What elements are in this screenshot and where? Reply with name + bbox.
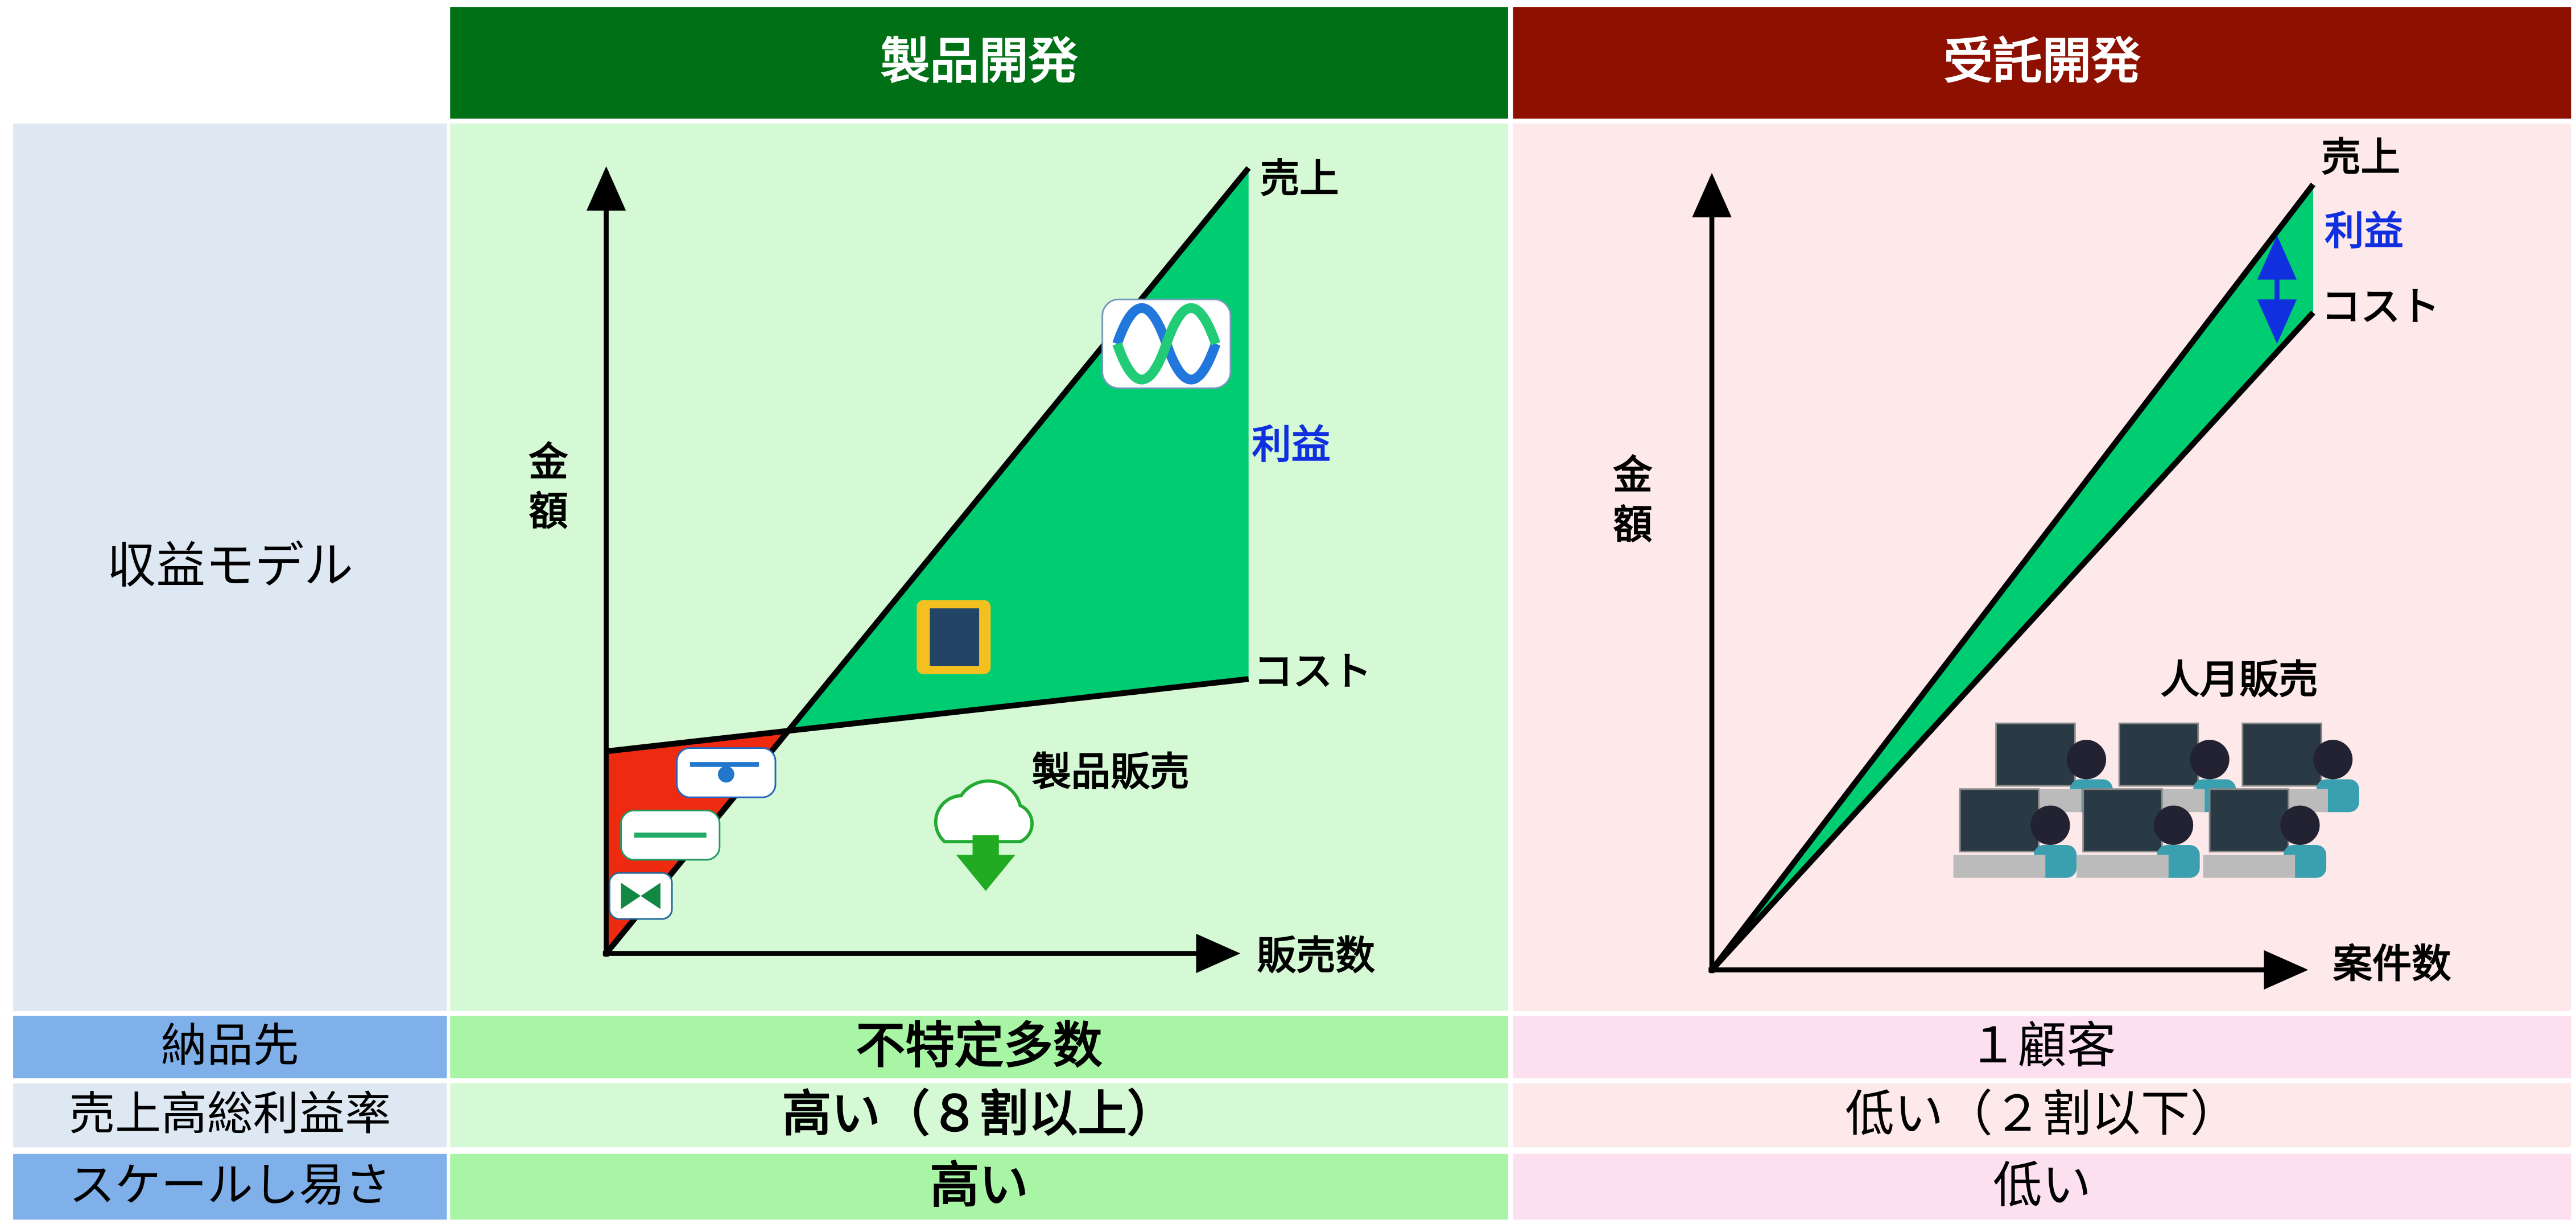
column-header: 受託開発: [1943, 33, 2141, 90]
monitor: [1995, 722, 2076, 787]
profit-label: 利益: [2325, 209, 2404, 254]
monitor: [2082, 788, 2163, 852]
profit-label: 利益: [1252, 422, 1331, 468]
desk: [1953, 855, 2046, 878]
y-axis-label: 金額: [1606, 454, 1653, 553]
cell-text: 高い（８割以上）: [782, 1086, 1176, 1143]
cell-text: 不特定多数: [856, 1017, 1103, 1074]
header-cell: [450, 7, 1508, 119]
head: [2280, 805, 2320, 845]
table-cell: [450, 1153, 1508, 1220]
cell-text: 低い: [1993, 1157, 2091, 1214]
table-cell: [1513, 1083, 2571, 1148]
note: 製品販売: [1032, 749, 1190, 795]
cell-text: １顧客: [1968, 1017, 2116, 1074]
monitor: [2118, 722, 2199, 787]
note: 人月販売: [2160, 657, 2318, 703]
monitor: [1959, 788, 2040, 852]
table-cell: [13, 1153, 447, 1220]
head: [2313, 740, 2353, 780]
header-cell: [1513, 7, 2571, 119]
x-axis-label: 案件数: [2333, 942, 2452, 987]
head: [2190, 740, 2230, 780]
table-cell: [1513, 1153, 2571, 1220]
row-label: 収益モデル: [107, 538, 353, 595]
sales-line: [1710, 182, 2315, 972]
head: [2153, 805, 2194, 845]
cost-line: [1710, 310, 2315, 972]
y-axis-label: 金額: [522, 441, 568, 539]
app-icon: [608, 298, 1232, 920]
cell-text: 高い: [930, 1157, 1028, 1214]
monitor: [2208, 788, 2290, 852]
x-axis-label: 販売数: [1257, 933, 1376, 979]
table-cell: [13, 1083, 447, 1148]
row-label: 売上高総利益率: [69, 1087, 391, 1141]
monitor: [2241, 722, 2322, 787]
row-label: スケールし易さ: [69, 1159, 391, 1212]
table-cell: [450, 1083, 1508, 1148]
sales-label: 売上: [2321, 135, 2400, 180]
column-header: 製品開発: [881, 33, 1078, 90]
cell-text: 低い（２割以下）: [1845, 1086, 2239, 1143]
workers-illustration: [1953, 722, 2359, 878]
sales-label: 売上: [1260, 156, 1339, 201]
cost-label: コスト: [1253, 649, 1372, 695]
cost-label: コスト: [2321, 285, 2439, 330]
table-cell: [450, 1016, 1508, 1079]
cost-line: [606, 676, 1249, 755]
row-label: 納品先: [161, 1019, 299, 1073]
table-cell: [1513, 1016, 2571, 1079]
row-label-cell: [13, 123, 447, 1011]
table-cell: [13, 1016, 447, 1079]
head: [2030, 805, 2070, 845]
head: [2066, 740, 2107, 780]
desk: [2203, 855, 2296, 878]
desk: [2077, 855, 2169, 878]
